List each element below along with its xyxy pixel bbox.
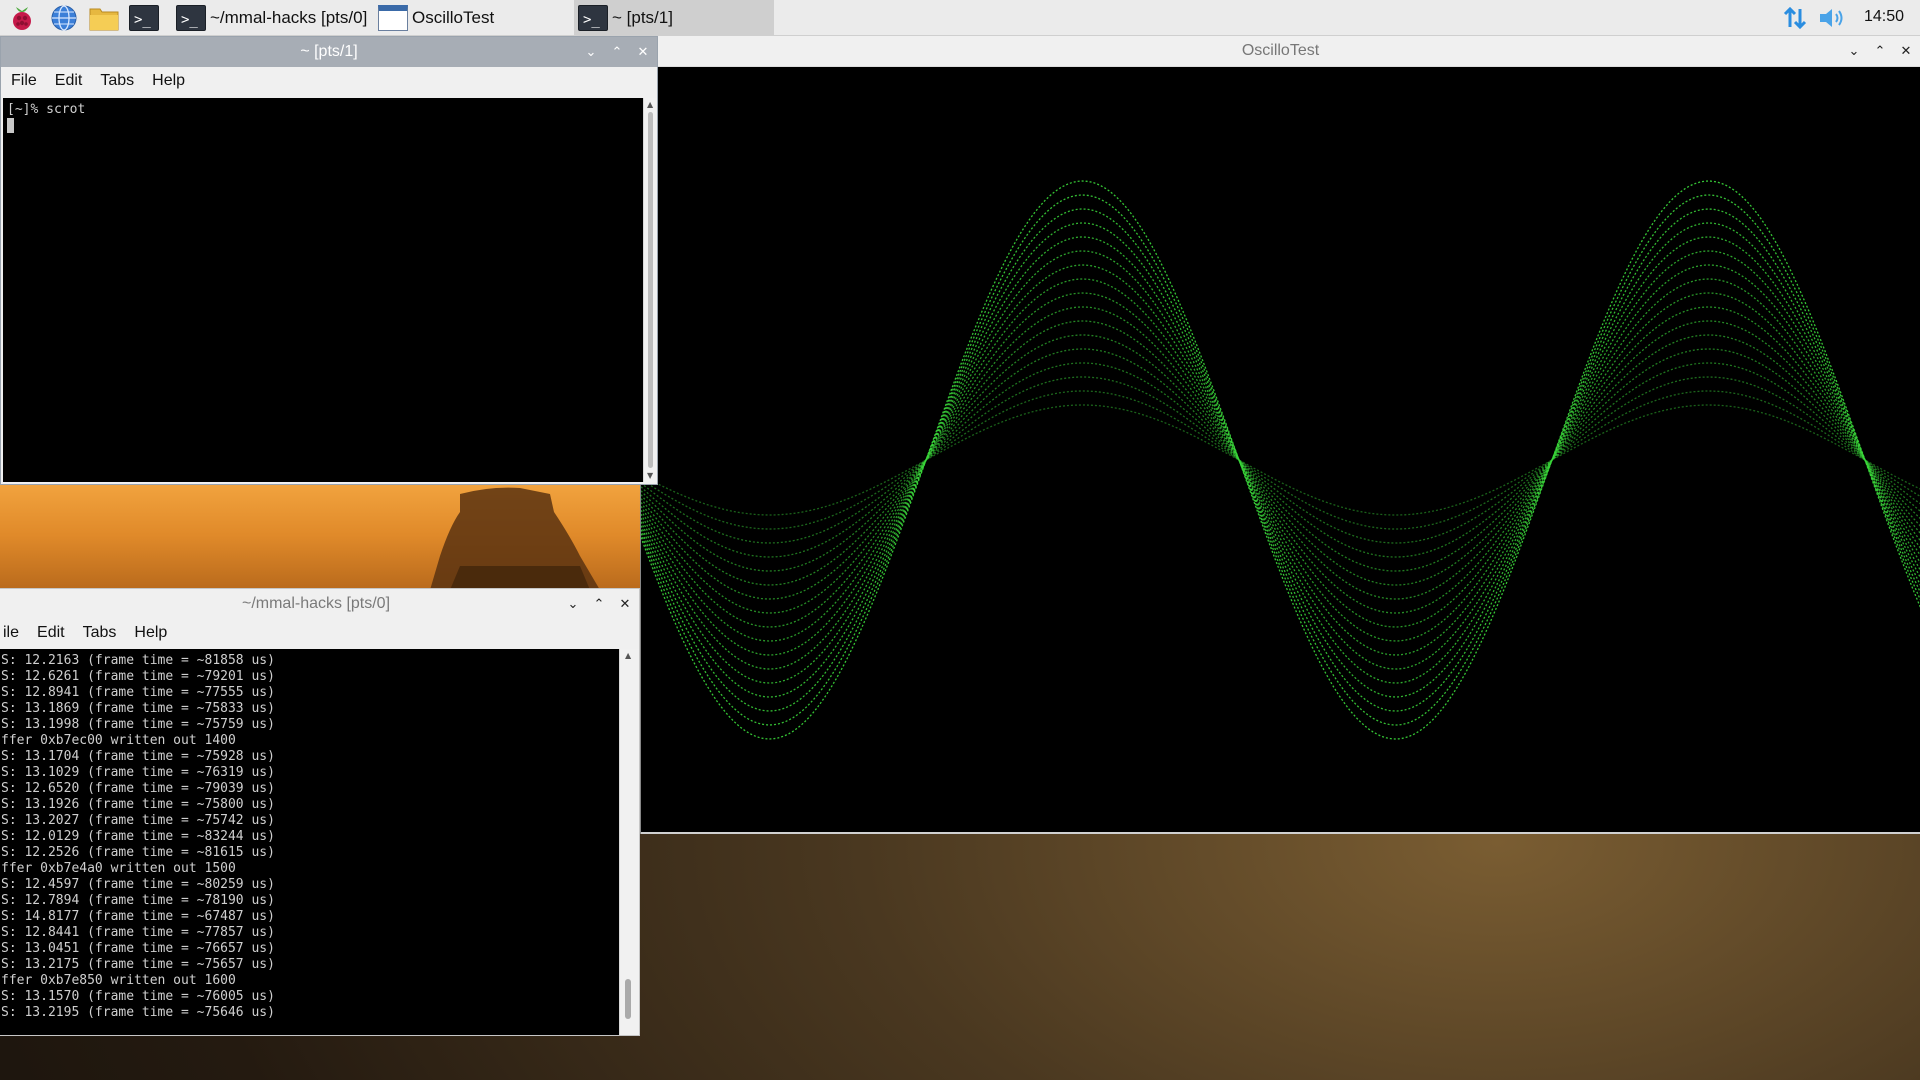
minimize-icon[interactable]: ⌄: [567, 596, 579, 611]
terminal-line: [~]% scrot: [7, 102, 86, 117]
menu-tabs[interactable]: Tabs: [100, 72, 135, 89]
scroll-up-icon[interactable]: ▲: [647, 100, 654, 109]
menu-edit[interactable]: Edit: [37, 624, 65, 641]
taskbar: >_ >_ ~/mmal-hacks [pts/0] OscilloTest >…: [0, 0, 1920, 36]
oscilloscope-trace: [641, 250, 1920, 670]
terminal-line: S: 12.7894 (frame time = ~78190 us): [1, 893, 275, 908]
oscilloscope-trace: [641, 334, 1920, 586]
oscilloscope-trace: [641, 278, 1920, 642]
terminal-line: S: 14.8177 (frame time = ~67487 us): [1, 909, 275, 924]
terminal-line: S: 12.8441 (frame time = ~77857 us): [1, 925, 275, 940]
window-titlebar[interactable]: OscilloTest ⌄ ⌃ ✕: [641, 36, 1920, 67]
oscilloscope-trace: [641, 292, 1920, 628]
window-title: ~ [pts/1]: [300, 43, 358, 60]
wallpaper-sunset-strip: [0, 480, 640, 590]
window-icon: [378, 5, 408, 31]
terminal-window-mmal-hacks: ~/mmal-hacks [pts/0] ⌄ ⌃ ✕ ile Edit Tabs…: [0, 588, 640, 1036]
terminal-line: S: 12.6520 (frame time = ~79039 us): [1, 781, 275, 796]
window-titlebar[interactable]: ~/mmal-hacks [pts/0] ⌄ ⌃ ✕: [0, 589, 639, 619]
terminal-line: S: 13.1926 (frame time = ~75800 us): [1, 797, 275, 812]
oscilloscope-trace: [641, 264, 1920, 656]
oscilloscope-trace: [641, 194, 1920, 726]
file-manager-icon[interactable]: [88, 2, 120, 34]
temple-silhouette: [430, 487, 600, 590]
task-mmal-hacks[interactable]: >_ ~/mmal-hacks [pts/0]: [172, 0, 372, 36]
menu-tabs[interactable]: Tabs: [82, 624, 117, 641]
menu-help[interactable]: Help: [152, 72, 186, 89]
oscilloscope-display: [641, 180, 1920, 740]
oscilloscope-trace: [641, 390, 1920, 530]
terminal-line: ffer 0xb7e4a0 written out 1500: [1, 861, 236, 876]
terminal-line: S: 13.1998 (frame time = ~75759 us): [1, 717, 275, 732]
terminal-line: S: 12.2526 (frame time = ~81615 us): [1, 845, 275, 860]
oscilloscope-trace: [641, 236, 1920, 684]
terminal-line: S: 13.1570 (frame time = ~76005 us): [1, 989, 275, 1004]
terminal-icon: >_: [578, 5, 608, 31]
scrollbar[interactable]: ▲: [619, 649, 639, 1035]
terminal-line: ffer 0xb7ec00 written out 1400: [1, 733, 236, 748]
close-icon[interactable]: ✕: [1900, 43, 1912, 58]
maximize-icon[interactable]: ⌃: [1874, 43, 1886, 58]
network-arrows-icon[interactable]: [1782, 5, 1808, 35]
window-bottom-border: [641, 832, 1920, 834]
terminal-icon: >_: [176, 5, 206, 31]
close-icon[interactable]: ✕: [619, 596, 631, 611]
web-browser-icon[interactable]: [48, 2, 80, 34]
terminal-line: S: 12.2163 (frame time = ~81858 us): [1, 653, 275, 668]
task-label: ~ [pts/1]: [612, 8, 673, 27]
task-label: ~/mmal-hacks [pts/0]: [210, 8, 368, 27]
terminal-launcher-icon[interactable]: >_: [128, 2, 160, 34]
scrollbar-thumb[interactable]: [648, 112, 653, 468]
terminal-output[interactable]: [~]% scrot: [3, 98, 643, 482]
menu-file[interactable]: ile: [3, 624, 20, 641]
clock[interactable]: 14:50: [1863, 8, 1904, 25]
oscilloscope-trace: [641, 320, 1920, 600]
terminal-line: S: 13.2175 (frame time = ~75657 us): [1, 957, 275, 972]
menu-edit[interactable]: Edit: [54, 72, 83, 89]
minimize-icon[interactable]: ⌄: [585, 44, 597, 59]
menu-file[interactable]: File: [11, 72, 37, 89]
terminal-line: S: 13.0451 (frame time = ~76657 us): [1, 941, 275, 956]
oscilloscope-trace: [641, 208, 1920, 712]
terminal-line: S: 13.1869 (frame time = ~75833 us): [1, 701, 275, 716]
menubar: ile Edit Tabs Help: [0, 619, 639, 647]
terminal-output[interactable]: S: 12.2163 (frame time = ~81858 us) S: 12…: [0, 649, 619, 1035]
menu-help[interactable]: Help: [134, 624, 168, 641]
task-oscillotest[interactable]: OscilloTest: [374, 0, 574, 36]
oscillotest-window: OscilloTest ⌄ ⌃ ✕: [640, 36, 1920, 834]
terminal-cursor: [7, 118, 639, 134]
raspberry-menu-icon[interactable]: [6, 2, 38, 34]
terminal-line: S: 12.0129 (frame time = ~83244 us): [1, 829, 275, 844]
terminal-line: S: 12.8941 (frame time = ~77555 us): [1, 685, 275, 700]
oscilloscope-trace: [641, 348, 1920, 572]
oscilloscope-trace: [641, 306, 1920, 614]
terminal-line: S: 12.6261 (frame time = ~79201 us): [1, 669, 275, 684]
task-pts1[interactable]: >_ ~ [pts/1]: [574, 0, 774, 36]
terminal-window-pts1: ~ [pts/1] ⌄ ⌃ ✕ File Edit Tabs Help [~]%…: [0, 36, 658, 485]
minimize-icon[interactable]: ⌄: [1848, 43, 1860, 58]
scroll-up-icon[interactable]: ▲: [625, 651, 632, 660]
oscilloscope-trace: [641, 180, 1920, 740]
terminal-line: S: 13.2027 (frame time = ~75742 us): [1, 813, 275, 828]
oscilloscope-trace: [641, 222, 1920, 698]
scrollbar-thumb[interactable]: [625, 979, 631, 1019]
maximize-icon[interactable]: ⌃: [611, 44, 623, 59]
menubar: File Edit Tabs Help: [1, 67, 657, 95]
scroll-down-icon[interactable]: ▼: [647, 471, 654, 480]
terminal-line: ffer 0xb7e850 written out 1600: [1, 973, 236, 988]
window-titlebar[interactable]: ~ [pts/1] ⌄ ⌃ ✕: [1, 37, 657, 67]
terminal-line: S: 13.1704 (frame time = ~75928 us): [1, 749, 275, 764]
window-title: ~/mmal-hacks [pts/0]: [241, 595, 391, 612]
maximize-icon[interactable]: ⌃: [593, 596, 605, 611]
terminal-line: S: 13.2195 (frame time = ~75646 us): [1, 1005, 275, 1020]
window-title: OscilloTest: [1241, 42, 1320, 59]
task-label: OscilloTest: [412, 8, 495, 27]
terminal-line: S: 13.1029 (frame time = ~76319 us): [1, 765, 275, 780]
close-icon[interactable]: ✕: [637, 44, 649, 59]
oscilloscope-trace: [641, 362, 1920, 558]
oscilloscope-trace: [641, 376, 1920, 544]
terminal-line: S: 12.4597 (frame time = ~80259 us): [1, 877, 275, 892]
scrollbar[interactable]: ▲ ▼: [643, 98, 657, 482]
speaker-icon[interactable]: [1818, 6, 1846, 34]
